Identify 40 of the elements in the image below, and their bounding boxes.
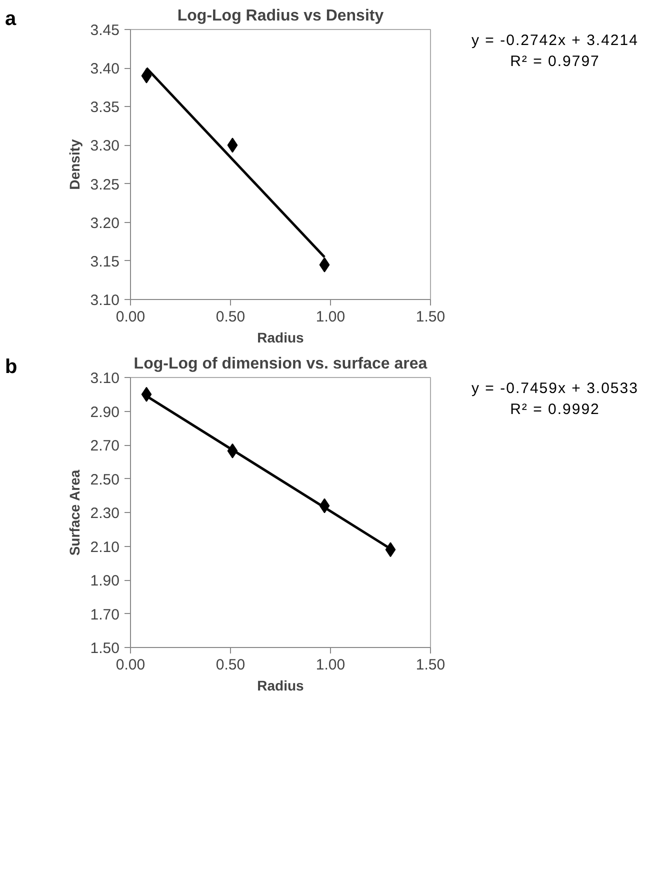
y-tick-label: 2.70 — [90, 438, 120, 454]
y-axis-title: Density — [66, 139, 82, 190]
y-tick-label: 3.35 — [90, 99, 120, 116]
x-tick-label: 0.50 — [216, 656, 246, 674]
x-tick-label: 1.00 — [316, 308, 346, 326]
point — [319, 257, 330, 272]
y-tick-label: 1.90 — [90, 572, 120, 590]
x-axis-title: Radius — [257, 678, 304, 694]
y-tick-label: 3.10 — [90, 370, 120, 387]
text: a — [5, 8, 16, 30]
y-tick-label: 3.15 — [90, 253, 120, 270]
text: y = -0.7459x + 3.0533 — [472, 380, 638, 397]
y-tick-label: 1.50 — [90, 640, 120, 657]
x-tick-label: 0.00 — [116, 656, 146, 674]
x-tick-label: 1.00 — [316, 656, 346, 674]
text: b — [5, 356, 18, 378]
x-tick-label: 1.50 — [416, 308, 446, 326]
text: R² = 0.9797 — [510, 53, 600, 70]
y-tick-label: 1.70 — [90, 606, 120, 624]
y-tick-label: 3.10 — [90, 292, 120, 309]
y-tick-label: 2.10 — [90, 538, 120, 556]
y-axis-title: Surface Area — [66, 470, 82, 556]
text: R² = 0.9992 — [510, 401, 600, 418]
y-tick-label: 2.50 — [90, 471, 120, 488]
chart-title: Log-Log of dimension vs. surface area — [134, 356, 428, 372]
y-tick-label: 2.90 — [90, 404, 120, 421]
y-tick-label: 3.25 — [90, 176, 120, 194]
x-tick-label: 0.00 — [116, 308, 146, 326]
chart-title: Log-Log Radius vs Density — [177, 8, 384, 24]
y-tick-label: 3.45 — [90, 22, 120, 39]
y-tick-label: 3.20 — [90, 214, 120, 232]
text: y = -0.2742x + 3.4214 — [472, 32, 638, 49]
y-tick-label: 2.30 — [90, 505, 120, 522]
point — [141, 68, 152, 84]
point — [227, 138, 238, 153]
y-tick-label: 3.40 — [90, 60, 120, 78]
x-axis-title: Radius — [257, 330, 304, 346]
y-tick-label: 3.30 — [90, 138, 120, 155]
x-tick-label: 0.50 — [216, 308, 246, 326]
x-tick-label: 1.50 — [416, 656, 446, 674]
